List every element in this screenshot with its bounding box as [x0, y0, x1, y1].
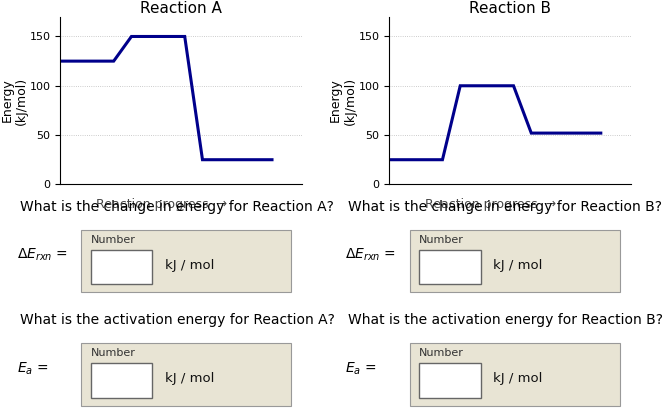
- Text: Number: Number: [419, 235, 464, 245]
- Text: Reaction progress  →: Reaction progress →: [96, 198, 227, 211]
- FancyBboxPatch shape: [91, 363, 152, 398]
- Title: Reaction B: Reaction B: [469, 0, 551, 16]
- FancyBboxPatch shape: [419, 363, 481, 398]
- Text: $\Delta E_{rxn}$ =: $\Delta E_{rxn}$ =: [346, 247, 397, 264]
- Text: What is the activation energy for Reaction B?: What is the activation energy for Reacti…: [348, 313, 664, 327]
- FancyBboxPatch shape: [91, 250, 152, 285]
- Title: Reaction A: Reaction A: [140, 0, 222, 16]
- Text: $E_a$ =: $E_a$ =: [17, 360, 48, 377]
- Y-axis label: Energy
(kJ/mol): Energy (kJ/mol): [0, 77, 28, 124]
- Text: kJ / mol: kJ / mol: [164, 259, 214, 272]
- Text: Number: Number: [91, 235, 136, 245]
- Text: What is the change in energy for Reaction A?: What is the change in energy for Reactio…: [19, 200, 333, 214]
- Text: Reaction progress  →: Reaction progress →: [425, 198, 556, 211]
- Text: kJ / mol: kJ / mol: [164, 372, 214, 385]
- Y-axis label: Energy
(kJ/mol): Energy (kJ/mol): [329, 77, 357, 124]
- Text: $\Delta E_{rxn}$ =: $\Delta E_{rxn}$ =: [17, 247, 68, 264]
- Text: $E_a$ =: $E_a$ =: [346, 360, 377, 377]
- Text: kJ / mol: kJ / mol: [493, 372, 543, 385]
- Text: Number: Number: [419, 348, 464, 358]
- FancyBboxPatch shape: [410, 343, 620, 406]
- Text: What is the change in energy for Reaction B?: What is the change in energy for Reactio…: [348, 200, 662, 214]
- Text: Number: Number: [91, 348, 136, 358]
- FancyBboxPatch shape: [81, 230, 291, 292]
- FancyBboxPatch shape: [410, 230, 620, 292]
- Text: kJ / mol: kJ / mol: [493, 259, 543, 272]
- FancyBboxPatch shape: [419, 250, 481, 285]
- FancyBboxPatch shape: [81, 343, 291, 406]
- Text: What is the activation energy for Reaction A?: What is the activation energy for Reacti…: [19, 313, 334, 327]
